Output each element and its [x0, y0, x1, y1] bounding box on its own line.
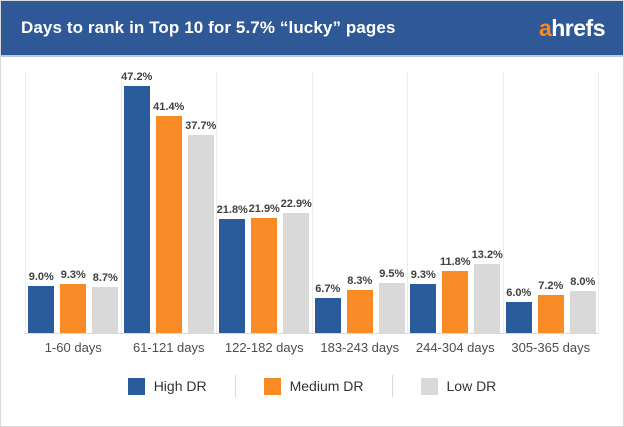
legend-label: Low DR: [446, 378, 497, 394]
plot-column: 47.2% 41.4% 37.7% 61-121 days: [120, 71, 216, 355]
bar-value-label: 6.0%: [506, 286, 532, 299]
bar-value-label: 8.0%: [570, 276, 596, 289]
bar-value-label: 41.4%: [153, 101, 185, 114]
bar-value-label: 22.9%: [280, 198, 312, 211]
bar-value-label: 21.9%: [248, 203, 280, 216]
bar-medium-dr: 41.4%: [153, 101, 184, 333]
legend-divider: [234, 375, 236, 397]
plot-column: 9.3% 11.8% 13.2% 244-304 days: [407, 71, 503, 355]
bar-value-label: 9.5%: [379, 268, 405, 281]
plot-area: 9.0% 9.3% 8.7% 1-60 days 47.2% 41.4% 37.7% 61-1…: [25, 71, 599, 355]
legend-swatch-icon: [127, 377, 145, 395]
bar-low-dr: 8.7%: [92, 272, 119, 333]
bar-low-dr: 37.7%: [185, 120, 216, 333]
category-label: 183-243 days: [320, 340, 400, 355]
bar-value-label: 6.7%: [315, 282, 341, 295]
bar-medium-dr: 9.3%: [60, 269, 87, 333]
legend-item: Low DR: [420, 377, 497, 395]
plot-column: 21.8% 21.9% 22.9% 122-182 days: [216, 71, 312, 355]
category-label: 244-304 days: [415, 340, 495, 355]
legend-swatch-icon: [263, 377, 281, 395]
category-label: 61-121 days: [132, 340, 205, 355]
ahrefs-logo-a: a: [538, 14, 552, 41]
category-label: 122-182 days: [224, 340, 304, 355]
bar-high-dr: 47.2%: [121, 71, 152, 333]
bar-medium-dr: 21.9%: [249, 203, 280, 333]
bar-low-dr: 9.5%: [378, 268, 405, 333]
bar-value-label: 9.0%: [28, 270, 54, 283]
legend-label: Medium DR: [289, 378, 364, 394]
bar-high-dr: 21.8%: [217, 204, 248, 333]
bar-value-label: 9.3%: [410, 269, 436, 282]
bar-low-dr: 13.2%: [472, 249, 503, 333]
bar-value-label: 13.2%: [471, 248, 503, 261]
bar-low-dr: 8.0%: [569, 276, 596, 333]
legend-item: Medium DR: [263, 377, 364, 395]
bar-high-dr: 9.3%: [410, 269, 437, 333]
bar-high-dr: 6.7%: [314, 283, 341, 333]
chart-header: Days to rank in Top 10 for 5.7% “lucky” …: [1, 1, 623, 57]
chart-panel: 9.0% 9.3% 8.7% 1-60 days 47.2% 41.4% 37.7% 61-1…: [1, 57, 623, 426]
ahrefs-logo: ahrefs: [538, 14, 606, 42]
legend-item: High DR: [127, 377, 207, 395]
bar-high-dr: 9.0%: [28, 271, 55, 333]
plot-column: 6.7% 8.3% 9.5% 183-243 days: [311, 71, 408, 355]
bar-medium-dr: 7.2%: [537, 280, 564, 333]
bar-value-label: 21.8%: [216, 203, 248, 216]
bar-value-label: 8.3%: [347, 274, 373, 287]
ahrefs-logo-rest: hrefs: [551, 14, 605, 41]
legend-divider: [391, 375, 393, 397]
bar-value-label: 7.2%: [538, 280, 564, 293]
plot-column: 6.0% 7.2% 8.0% 305-365 days: [502, 71, 599, 355]
bar-medium-dr: 11.8%: [440, 256, 471, 333]
bar-value-label: 8.7%: [92, 272, 118, 285]
bar-low-dr: 22.9%: [281, 198, 312, 333]
category-label: 1-60 days: [44, 340, 102, 355]
chart-title: Days to rank in Top 10 for 5.7% “lucky” …: [21, 18, 396, 37]
legend-label: High DR: [153, 378, 207, 394]
legend: High DR Medium DR Low DR: [1, 375, 623, 397]
bar-value-label: 9.3%: [60, 269, 86, 282]
plot-column: 9.0% 9.3% 8.7% 1-60 days: [25, 71, 121, 355]
bar-medium-dr: 8.3%: [346, 275, 373, 333]
category-label: 305-365 days: [511, 340, 591, 355]
bar-high-dr: 6.0%: [505, 287, 532, 333]
bar-value-label: 37.7%: [185, 120, 217, 133]
bar-value-label: 11.8%: [439, 256, 471, 269]
bar-value-label: 47.2%: [121, 70, 153, 83]
legend-swatch-icon: [420, 377, 438, 395]
